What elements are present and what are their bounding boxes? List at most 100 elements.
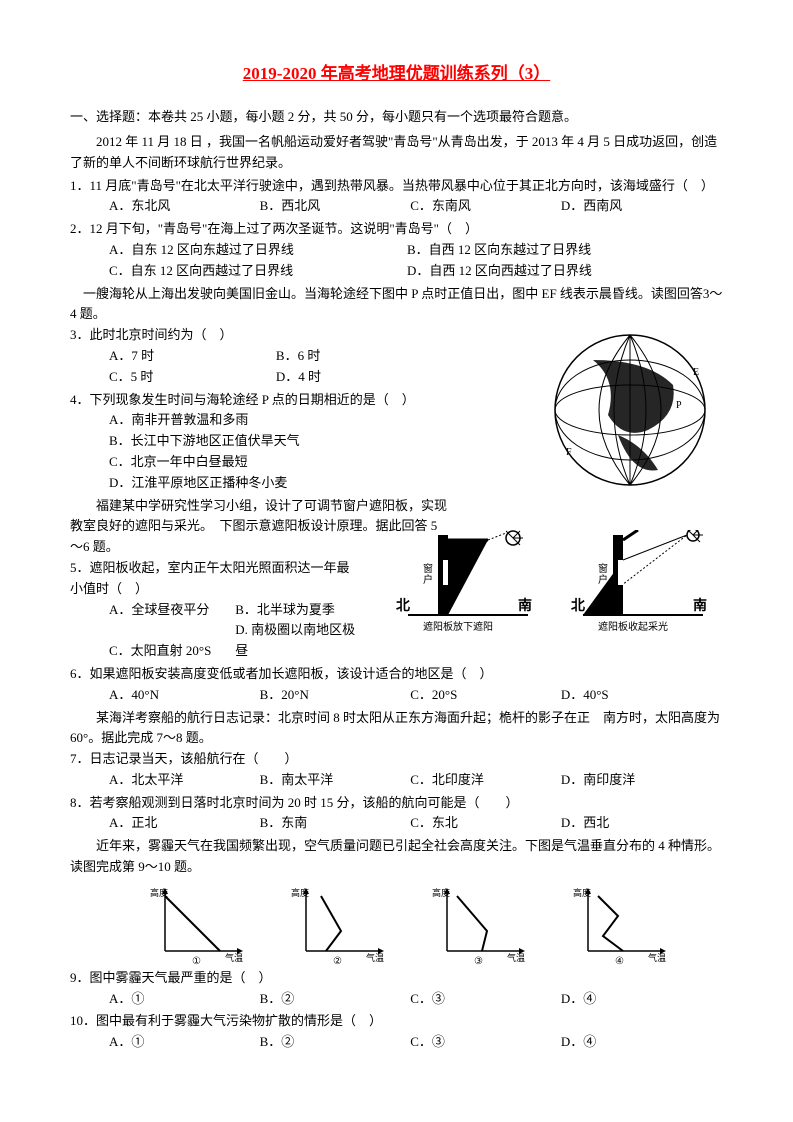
q2-options: A．自东 12 区向东越过了日界线 B．自西 12 区向东越过了日界线 C．自东…: [70, 240, 723, 282]
svg-text:F: F: [566, 447, 572, 458]
q9-opt-a: A．①: [109, 989, 256, 1010]
svg-text:高度: 高度: [150, 887, 168, 898]
svg-text:高度: 高度: [573, 887, 591, 898]
temp-chart-1: 高度 气温 ①: [150, 886, 250, 966]
q5-options: A．全球昼夜平分 B．北半球为夏季 C．太阳直射 20°S D. 南极圈以南地区…: [70, 600, 360, 662]
q6-opt-c: C．20°S: [410, 685, 557, 706]
q10-opt-b: B．②: [260, 1032, 407, 1053]
q1-options: A．东北风 B．西北风 C．东南风 D．西南风: [70, 196, 723, 217]
q9-opt-c: C．③: [410, 989, 557, 1010]
svg-text:南: 南: [693, 597, 707, 614]
svg-text:P: P: [676, 400, 682, 411]
svg-text:南: 南: [518, 597, 532, 614]
svg-text:北: 北: [571, 598, 585, 614]
q8-opt-d: D．西北: [561, 813, 708, 834]
question-6: 6．如果遮阳板安装高度变低或者加长遮阳板，该设计适合的地区是（ ） A．40°N…: [70, 664, 723, 706]
svg-text:气温: 气温: [366, 952, 384, 963]
svg-text:窗: 窗: [598, 562, 608, 575]
q10-options: A．① B．② C．③ D．④: [70, 1032, 723, 1053]
section-heading: 一、选择题：本卷共 25 小题，每小题 2 分，共 50 分，每小题只有一个选项…: [70, 107, 723, 128]
svg-text:户: 户: [423, 573, 433, 586]
q2-opt-d: D．自西 12 区向西越过了日界线: [407, 261, 702, 282]
question-8: 8．若考察船观测到日落时北京时间为 20 时 15 分，该船的航向可能是（ ） …: [70, 793, 723, 835]
globe-diagram: E F P: [548, 330, 713, 490]
intro-4: 某海洋考察船的航行日志记录：北京时间 8 时太阳从正东方海面升起；桅杆的影子在正…: [70, 708, 723, 750]
svg-text:北: 北: [396, 598, 410, 614]
svg-text:遮阳板收起采光: 遮阳板收起采光: [598, 620, 668, 633]
q4-opt-b: B．长江中下游地区正值伏旱天气: [109, 431, 450, 452]
q5-opt-b: B．北半球为夏季: [235, 600, 358, 621]
q7-options: A．北太平洋 B．南太平洋 C．北印度洋 D．南印度洋: [70, 770, 723, 791]
q7-opt-c: C．北印度洋: [410, 770, 557, 791]
q3-opt-c: C．5 时: [109, 367, 273, 388]
q2-text: 2．12 月下旬，"青岛号"在海上过了两次圣诞节。这说明"青岛号"（ ）: [70, 219, 723, 240]
q2-opt-c: C．自东 12 区向西越过了日界线: [109, 261, 404, 282]
intro-2: 一艘海轮从上海出发驶向美国旧金山。当海轮途经下图中 P 点时正值日出，图中 EF…: [70, 284, 723, 326]
intro-1: 2012 年 11 月 18 日 ，我国一名帆船运动爱好者驾驶"青岛号"从青岛出…: [70, 132, 723, 174]
q1-opt-c: C．东南风: [410, 196, 557, 217]
svg-text:④: ④: [615, 956, 624, 966]
q7-text: 7．日志记录当天，该船航行在（ ）: [70, 749, 723, 770]
svg-text:气温: 气温: [648, 952, 666, 963]
q10-opt-d: D．④: [561, 1032, 708, 1053]
q3-opt-a: A．7 时: [109, 346, 273, 367]
q5-opt-a: A．全球昼夜平分: [109, 600, 232, 621]
svg-text:②: ②: [333, 956, 342, 966]
q9-text: 9．图中雾霾天气最严重的是（ ）: [70, 968, 723, 989]
svg-text:户: 户: [598, 573, 608, 586]
q8-opt-c: C．东北: [410, 813, 557, 834]
q10-opt-c: C．③: [410, 1032, 557, 1053]
q2-opt-a: A．自东 12 区向东越过了日界线: [109, 240, 404, 261]
q6-opt-d: D．40°S: [561, 685, 708, 706]
svg-text:③: ③: [474, 956, 483, 966]
svg-text:窗: 窗: [423, 562, 433, 575]
q6-opt-a: A．40°N: [109, 685, 256, 706]
q5-opt-c: C．太阳直射 20°S: [109, 641, 232, 662]
svg-text:遮阳板放下遮阳: 遮阳板放下遮阳: [423, 620, 493, 633]
q1-opt-a: A．东北风: [109, 196, 256, 217]
q7-opt-a: A．北太平洋: [109, 770, 256, 791]
q1-text: 1．11 月底"青岛号"在北太平洋行驶途中，遇到热带风暴。当热带风暴中心位于其正…: [70, 176, 723, 197]
q10-opt-a: A．①: [109, 1032, 256, 1053]
q9-options: A．① B．② C．③ D．④: [70, 989, 723, 1010]
svg-text:高度: 高度: [291, 887, 309, 898]
q7-opt-b: B．南太平洋: [260, 770, 407, 791]
q10-text: 10．图中最有利于雾霾大气污染物扩散的情形是（ ）: [70, 1011, 723, 1032]
svg-text:①: ①: [192, 956, 201, 966]
q6-opt-b: B．20°N: [260, 685, 407, 706]
q3-opt-d: D．4 时: [276, 367, 440, 388]
q7-opt-d: D．南印度洋: [561, 770, 708, 791]
q8-options: A．正北 B．东南 C．东北 D．西北: [70, 813, 723, 834]
q4-opt-c: C．北京一年中白昼最短: [109, 452, 450, 473]
svg-text:气温: 气温: [225, 952, 243, 963]
q1-opt-d: D．西南风: [561, 196, 708, 217]
q9-opt-d: D．④: [561, 989, 708, 1010]
shade-diagram: 窗户 北 南 遮阳板放下遮阳 窗户 北 南 遮阳板收起采光: [388, 530, 718, 640]
q3-options: A．7 时 B．6 时 C．5 时 D．4 时: [70, 346, 450, 388]
q4-opt-a: A．南非开普敦温和多雨: [109, 410, 450, 431]
page-title: 2019-2020 年高考地理优题训练系列（3）: [70, 60, 723, 87]
q1-opt-b: B．西北风: [260, 196, 407, 217]
temp-chart-2: 高度 气温 ②: [291, 886, 391, 966]
q8-opt-a: A．正北: [109, 813, 256, 834]
svg-text:高度: 高度: [432, 887, 450, 898]
q6-text: 6．如果遮阳板安装高度变低或者加长遮阳板，该设计适合的地区是（ ）: [70, 664, 723, 685]
q8-opt-b: B．东南: [260, 813, 407, 834]
intro-5: 近年来，雾霾天气在我国频繁出现，空气质量问题已引起全社会高度关注。下图是气温垂直…: [70, 836, 723, 878]
q9-opt-b: B．②: [260, 989, 407, 1010]
q5-text: 5．遮阳板收起，室内正午太阳光照面积达一年最小值时（ ）: [70, 558, 360, 600]
question-2: 2．12 月下旬，"青岛号"在海上过了两次圣诞节。这说明"青岛号"（ ） A．自…: [70, 219, 723, 281]
question-7: 7．日志记录当天，该船航行在（ ） A．北太平洋 B．南太平洋 C．北印度洋 D…: [70, 749, 723, 791]
q6-options: A．40°N B．20°N C．20°S D．40°S: [70, 685, 723, 706]
q3-opt-b: B．6 时: [276, 346, 440, 367]
question-10: 10．图中最有利于雾霾大气污染物扩散的情形是（ ） A．① B．② C．③ D．…: [70, 1011, 723, 1053]
q2-opt-b: B．自西 12 区向东越过了日界线: [407, 240, 702, 261]
temp-chart-3: 高度 气温 ③: [432, 886, 532, 966]
q4-opt-d: D．江淮平原地区正播种冬小麦: [109, 473, 450, 494]
q4-options: A．南非开普敦温和多雨 B．长江中下游地区正值伏旱天气 C．北京一年中白昼最短 …: [70, 410, 450, 493]
question-9: 9．图中雾霾天气最严重的是（ ） A．① B．② C．③ D．④: [70, 968, 723, 1010]
svg-text:气温: 气温: [507, 952, 525, 963]
svg-text:E: E: [693, 367, 699, 378]
q8-text: 8．若考察船观测到日落时北京时间为 20 时 15 分，该船的航向可能是（ ）: [70, 793, 723, 814]
temp-charts: 高度 气温 ① 高度 气温 ② 高度 气温 ③ 高度 气温 ④: [70, 878, 723, 968]
